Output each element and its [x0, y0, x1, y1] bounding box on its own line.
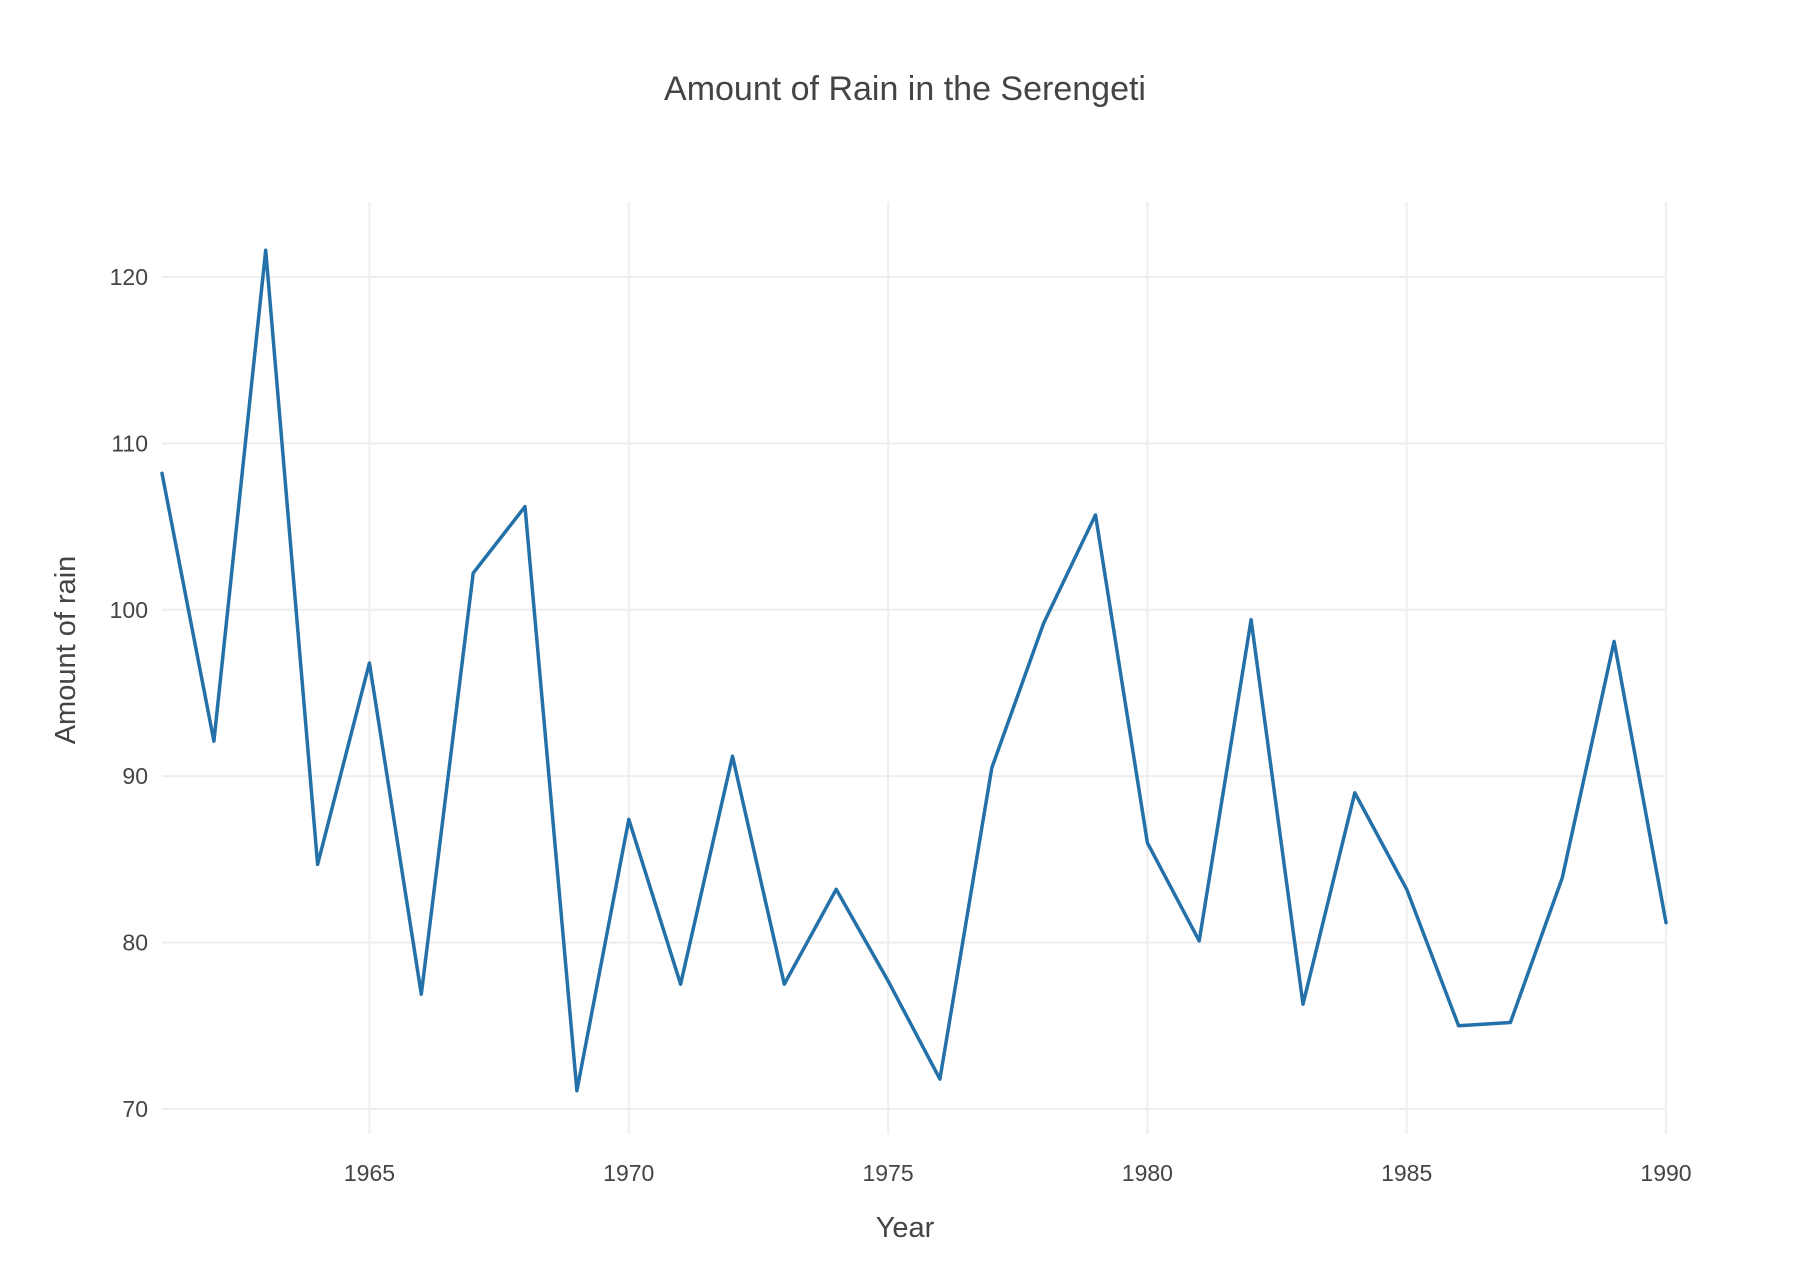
gridlines: [162, 202, 1667, 1134]
x-tick-label: 1970: [603, 1160, 654, 1186]
series-layer: [160, 248, 1668, 1093]
x-axis-title: Year: [876, 1212, 935, 1244]
y-axis-ticks: 70 80 90 100 110 120: [110, 264, 148, 1122]
y-tick-label: 110: [111, 430, 148, 456]
x-axis-ticks: 1965 1970 1975 1980 1985 1990: [344, 1160, 1692, 1186]
y-tick-label: 90: [122, 763, 148, 789]
y-tick-label: 80: [122, 930, 148, 956]
y-tick-label: 70: [122, 1096, 148, 1122]
x-tick-label: 1975: [862, 1160, 913, 1186]
x-tick-label: 1985: [1381, 1160, 1432, 1186]
y-axis-title: Amount of rain: [50, 556, 82, 745]
x-tick-label: 1990: [1640, 1160, 1691, 1186]
y-tick-label: 120: [110, 264, 148, 290]
x-tick-label: 1980: [1122, 1160, 1173, 1186]
y-tick-label: 100: [110, 597, 148, 623]
x-tick-label: 1965: [344, 1160, 395, 1186]
series-line: [160, 248, 1668, 1093]
chart-title: Amount of Rain in the Serengeti: [664, 70, 1146, 108]
